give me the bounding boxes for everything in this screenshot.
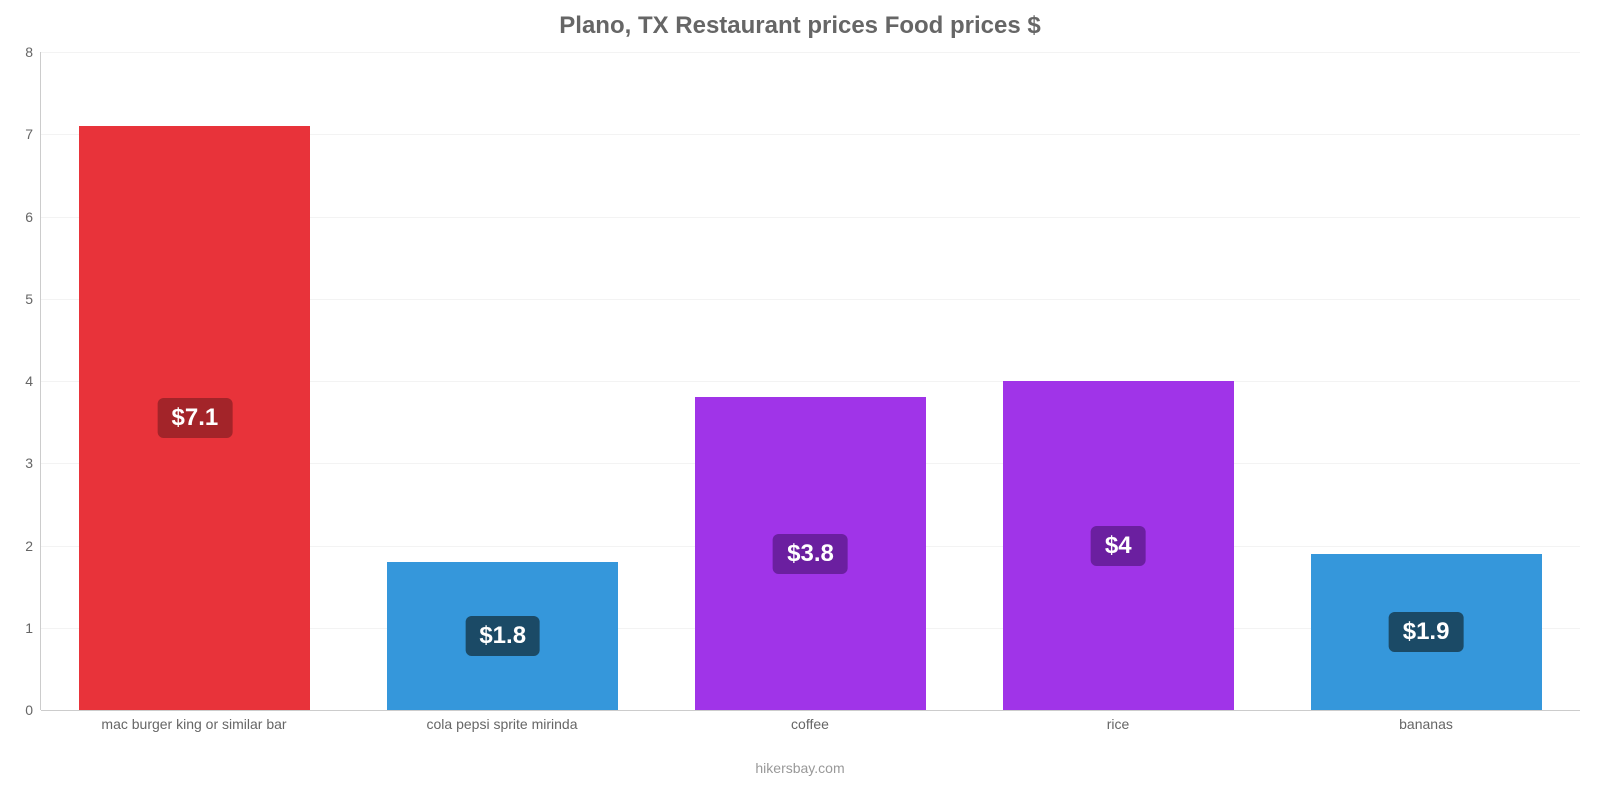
y-tick-label: 8 (25, 44, 41, 60)
x-tick-label: rice (964, 716, 1272, 732)
bar-value-label: $4 (1091, 526, 1146, 566)
bar-value-label: $1.9 (1389, 612, 1464, 652)
y-tick-label: 7 (25, 126, 41, 142)
y-tick-label: 2 (25, 538, 41, 554)
bar-value-label: $3.8 (773, 534, 848, 574)
bar-value-label: $1.8 (465, 616, 540, 656)
y-tick-label: 5 (25, 291, 41, 307)
x-tick-label: bananas (1272, 716, 1580, 732)
x-tick-label: mac burger king or similar bar (40, 716, 348, 732)
plot-area: 012345678 $7.1$1.8$3.8$4$1.9 (40, 52, 1580, 710)
chart-title: Plano, TX Restaurant prices Food prices … (0, 0, 1600, 40)
footer-credit: hikersbay.com (0, 760, 1600, 776)
bars-container: $7.1 $1.8 $3.8 $4 $1.9 (41, 52, 1580, 710)
bar: $1.8 (387, 562, 618, 710)
y-tick-label: 1 (25, 620, 41, 636)
y-tick-label: 0 (25, 702, 41, 718)
bar-slot: $3.8 (657, 52, 965, 710)
y-tick-label: 6 (25, 209, 41, 225)
bar-slot: $1.9 (1272, 52, 1580, 710)
bar-slot: $7.1 (41, 52, 349, 710)
bar-slot: $1.8 (349, 52, 657, 710)
bar: $3.8 (695, 397, 926, 710)
bar-slot: $4 (964, 52, 1272, 710)
y-tick-label: 3 (25, 455, 41, 471)
bar: $1.9 (1311, 554, 1542, 710)
grid-line: 0 (41, 710, 1580, 711)
bar-value-label: $7.1 (158, 398, 233, 438)
bar: $4 (1003, 381, 1234, 710)
x-tick-label: cola pepsi sprite mirinda (348, 716, 656, 732)
x-tick-label: coffee (656, 716, 964, 732)
x-axis-labels: mac burger king or similar barcola pepsi… (40, 716, 1580, 732)
bar: $7.1 (79, 126, 310, 710)
y-tick-label: 4 (25, 373, 41, 389)
